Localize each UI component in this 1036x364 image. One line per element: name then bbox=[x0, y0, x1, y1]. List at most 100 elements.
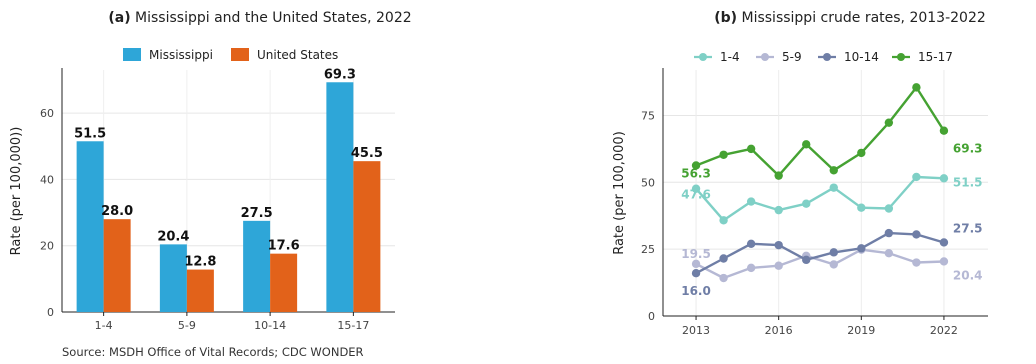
legend-marker bbox=[897, 53, 905, 61]
bar-united-states bbox=[270, 253, 298, 312]
series-point-15-17 bbox=[719, 150, 728, 159]
series-point-10-14 bbox=[774, 240, 783, 250]
series-point-1-4 bbox=[691, 184, 701, 193]
series-point-15-17 bbox=[802, 140, 811, 149]
y-tick-label: 60 bbox=[40, 107, 54, 120]
series-point-1-4 bbox=[884, 204, 894, 213]
series-line-10-14 bbox=[695, 231, 945, 275]
series-first-value-label: 56.3 bbox=[681, 166, 711, 180]
bar-mississippi bbox=[326, 82, 354, 313]
series-point-10-14 bbox=[691, 269, 701, 278]
series-first-value-label: 16.0 bbox=[681, 284, 711, 298]
bar-value-label: 12.8 bbox=[184, 255, 216, 270]
series-line-1-4 bbox=[695, 175, 944, 222]
y-tick-label: 50 bbox=[641, 176, 655, 189]
bar-mississippi bbox=[243, 220, 271, 312]
bar-value-label: 51.5 bbox=[74, 126, 106, 141]
x-tick-label: 5-9 bbox=[178, 319, 196, 332]
series-point-10-14 bbox=[857, 244, 866, 253]
series-point-15-17 bbox=[774, 171, 783, 180]
series-last-value-label: 27.5 bbox=[953, 221, 983, 235]
series-point-10-14 bbox=[802, 255, 811, 265]
series-point-10-14 bbox=[884, 228, 894, 238]
series-point-1-4 bbox=[939, 174, 949, 183]
legend-label: United States bbox=[257, 48, 338, 62]
series-point-5-9 bbox=[774, 261, 783, 270]
bar-mississippi bbox=[159, 244, 187, 312]
series-point-15-17 bbox=[829, 166, 838, 175]
series-point-10-14 bbox=[719, 254, 728, 263]
legend-swatch bbox=[123, 48, 141, 61]
x-tick-label: 15-17 bbox=[337, 319, 369, 332]
bar-value-label: 69.3 bbox=[324, 67, 356, 82]
series-point-5-9 bbox=[719, 273, 728, 283]
legend-marker bbox=[761, 53, 769, 61]
series-point-1-4 bbox=[829, 183, 838, 192]
series-point-5-9 bbox=[884, 248, 894, 258]
legend-label: 5-9 bbox=[782, 50, 802, 64]
x-tick-label: 1-4 bbox=[95, 319, 113, 332]
bar-value-label: 27.5 bbox=[241, 206, 273, 221]
x-tick-label: 2019 bbox=[847, 324, 875, 337]
y-axis-label: Rate (per 100,000) bbox=[612, 131, 627, 255]
panel-b-tag: (b) bbox=[714, 10, 738, 26]
series-line-5-9 bbox=[695, 248, 944, 280]
y-tick-label: 25 bbox=[641, 243, 655, 256]
series-point-10-14 bbox=[912, 230, 921, 239]
series-point-1-4 bbox=[719, 216, 728, 225]
y-tick-label: 0 bbox=[47, 306, 54, 319]
series-first-value-label: 19.5 bbox=[681, 247, 711, 261]
series-point-1-4 bbox=[912, 172, 921, 182]
series-point-10-14 bbox=[746, 239, 756, 249]
series-point-15-17 bbox=[691, 161, 701, 170]
y-tick-label: 20 bbox=[40, 240, 54, 253]
series-point-1-4 bbox=[857, 203, 866, 212]
series-point-1-4 bbox=[746, 197, 756, 206]
bar-united-states bbox=[103, 219, 131, 312]
series-point-15-17 bbox=[857, 148, 866, 158]
bar-united-states bbox=[186, 269, 214, 312]
panel-b-title-text: Mississippi crude rates, 2013-2022 bbox=[741, 10, 986, 26]
series-last-value-label: 69.3 bbox=[953, 142, 983, 156]
series-point-5-9 bbox=[746, 263, 756, 273]
panel-b-title: (b) Mississippi crude rates, 2013-2022 bbox=[660, 10, 1036, 26]
series-last-value-label: 20.4 bbox=[953, 268, 983, 282]
series-point-1-4 bbox=[802, 199, 811, 208]
y-tick-label: 40 bbox=[40, 173, 54, 186]
legend-label: 15-17 bbox=[918, 50, 953, 64]
y-tick-label: 0 bbox=[648, 310, 655, 323]
series-point-5-9 bbox=[691, 259, 701, 269]
x-tick-label: 2022 bbox=[930, 324, 958, 337]
legend-marker bbox=[823, 53, 831, 61]
series-line-15-17 bbox=[695, 86, 945, 177]
series-point-15-17 bbox=[912, 83, 921, 92]
series-point-10-14 bbox=[939, 238, 949, 247]
source-note: Source: MSDH Office of Vital Records; CD… bbox=[62, 345, 364, 359]
series-point-15-17 bbox=[939, 126, 949, 135]
y-tick-label: 75 bbox=[641, 109, 655, 122]
x-tick-label: 10-14 bbox=[254, 319, 286, 332]
legend-swatch bbox=[231, 48, 249, 61]
panel-a-title-text: Mississippi and the United States, 2022 bbox=[135, 10, 412, 26]
series-point-5-9 bbox=[912, 258, 921, 267]
legend-label: 1-4 bbox=[720, 50, 740, 64]
bar-value-label: 17.6 bbox=[268, 239, 300, 254]
legend-marker bbox=[699, 53, 707, 61]
legend-label: Mississippi bbox=[149, 48, 213, 62]
series-first-value-label: 47.6 bbox=[681, 188, 711, 202]
series-point-15-17 bbox=[746, 144, 756, 154]
series-point-5-9 bbox=[829, 260, 838, 269]
series-point-10-14 bbox=[829, 248, 838, 257]
bar-mississippi bbox=[76, 141, 104, 312]
y-axis-label: Rate (per 100,000)) bbox=[9, 127, 24, 256]
x-tick-label: 2013 bbox=[682, 324, 710, 337]
bar-united-states bbox=[353, 161, 381, 312]
bar-value-label: 45.5 bbox=[351, 146, 383, 161]
legend-label: 10-14 bbox=[844, 50, 879, 64]
bar-value-label: 28.0 bbox=[101, 204, 133, 219]
panel-a-tag: (a) bbox=[108, 10, 131, 26]
series-point-15-17 bbox=[884, 118, 894, 127]
series-point-5-9 bbox=[939, 257, 949, 266]
panel-a-title: (a) Mississippi and the United States, 2… bbox=[0, 10, 520, 26]
